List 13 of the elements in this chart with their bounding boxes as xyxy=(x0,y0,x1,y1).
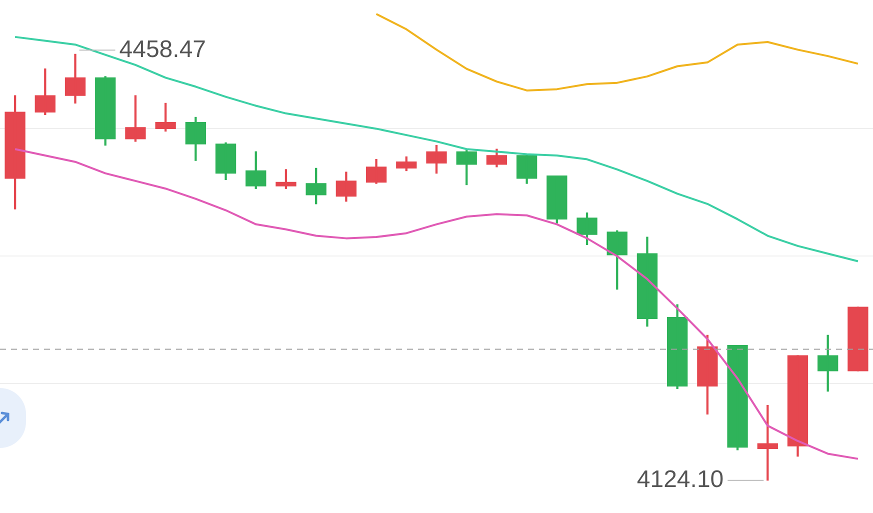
candlestick xyxy=(246,151,266,189)
candlestick xyxy=(34,68,56,116)
candlestick xyxy=(4,95,26,210)
candlestick xyxy=(848,306,868,372)
candlestick xyxy=(155,102,176,132)
candlestick xyxy=(426,144,447,174)
candlestick xyxy=(818,334,838,392)
annotation: 4124.10 xyxy=(636,466,724,493)
candlestick xyxy=(125,95,146,142)
annotation: 4458.47 xyxy=(119,36,206,63)
candlestick xyxy=(546,176,568,224)
candlestick xyxy=(276,169,296,189)
candlestick xyxy=(306,168,326,204)
